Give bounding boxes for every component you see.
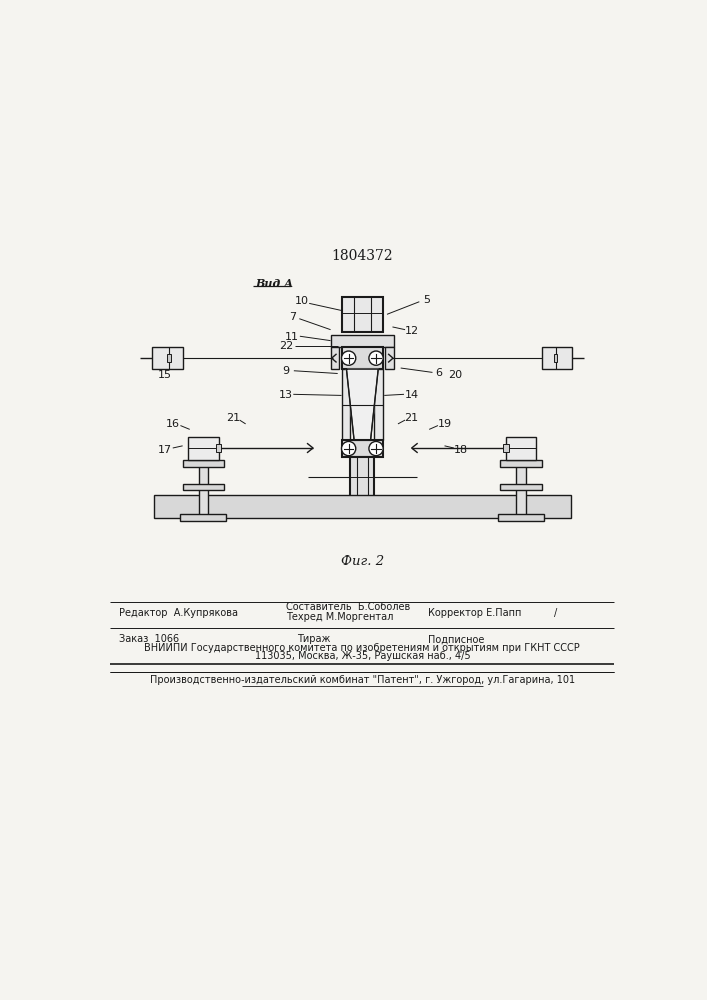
Text: Подписное: Подписное [428, 634, 484, 644]
Text: 11: 11 [285, 332, 299, 342]
Text: Тираж: Тираж [297, 634, 330, 644]
Text: Составитель  Б.Соболев: Составитель Б.Соболев [286, 602, 410, 612]
Bar [341, 440, 383, 457]
Text: Корректор Е.Папп: Корректор Е.Папп [428, 608, 522, 618]
Bar [506, 437, 537, 460]
Bar [501, 484, 542, 490]
Text: 21: 21 [404, 413, 419, 423]
Text: 20: 20 [448, 370, 462, 380]
Text: Техред М.Моргентал: Техред М.Моргентал [286, 612, 393, 622]
Text: 10: 10 [295, 296, 309, 306]
Circle shape [341, 441, 356, 456]
Text: Заказ  1066: Заказ 1066 [119, 634, 179, 644]
Bar [341, 297, 383, 332]
Circle shape [341, 351, 356, 365]
Text: ВНИИПИ Государственного комитета по изобретениям и открытиям при ГКНТ СССР: ВНИИПИ Государственного комитета по изоб… [144, 643, 580, 653]
Text: 9: 9 [282, 366, 289, 376]
Bar [188, 437, 218, 460]
Text: 15: 15 [158, 370, 172, 380]
Text: /: / [554, 608, 557, 618]
Bar [503, 444, 509, 452]
Bar [331, 335, 394, 347]
Bar [331, 347, 339, 369]
Bar [375, 369, 383, 440]
Bar [168, 354, 170, 362]
Bar [350, 457, 375, 498]
Bar [180, 514, 226, 521]
Bar [153, 347, 182, 369]
Text: 17: 17 [158, 445, 172, 455]
Bar [501, 460, 542, 467]
Text: 14: 14 [404, 390, 419, 400]
Text: 16: 16 [166, 419, 180, 429]
Text: Фиг. 2: Фиг. 2 [341, 555, 384, 568]
Text: 12: 12 [404, 326, 419, 336]
Bar [199, 464, 209, 516]
Bar [498, 514, 544, 521]
Text: 19: 19 [438, 419, 452, 429]
Circle shape [369, 441, 383, 456]
Bar [341, 369, 350, 440]
Text: 1804372: 1804372 [332, 249, 393, 263]
Text: 22: 22 [279, 341, 294, 351]
Circle shape [369, 351, 383, 365]
Bar [385, 347, 394, 369]
Text: 6: 6 [436, 368, 443, 378]
Bar [182, 484, 224, 490]
Text: Производственно-издательский комбинат "Патент", г. Ужгород, ул.Гагарина, 101: Производственно-издательский комбинат "П… [150, 675, 575, 685]
Bar [516, 464, 526, 516]
Text: 5: 5 [423, 295, 431, 305]
Bar [554, 354, 557, 362]
Bar [154, 495, 571, 518]
Text: Редактор  А.Купрякова: Редактор А.Купрякова [119, 608, 238, 618]
Bar [182, 460, 224, 467]
Text: 18: 18 [454, 445, 468, 455]
Text: Вид А: Вид А [255, 278, 293, 289]
Bar [216, 444, 221, 452]
Text: 13: 13 [279, 390, 293, 400]
Bar [542, 347, 572, 369]
Bar [341, 347, 383, 369]
Polygon shape [346, 369, 378, 440]
Text: 113035, Москва, Ж-35, Раушская наб., 4/5: 113035, Москва, Ж-35, Раушская наб., 4/5 [255, 651, 470, 661]
Text: 7: 7 [289, 312, 296, 322]
Text: 21: 21 [226, 413, 240, 423]
